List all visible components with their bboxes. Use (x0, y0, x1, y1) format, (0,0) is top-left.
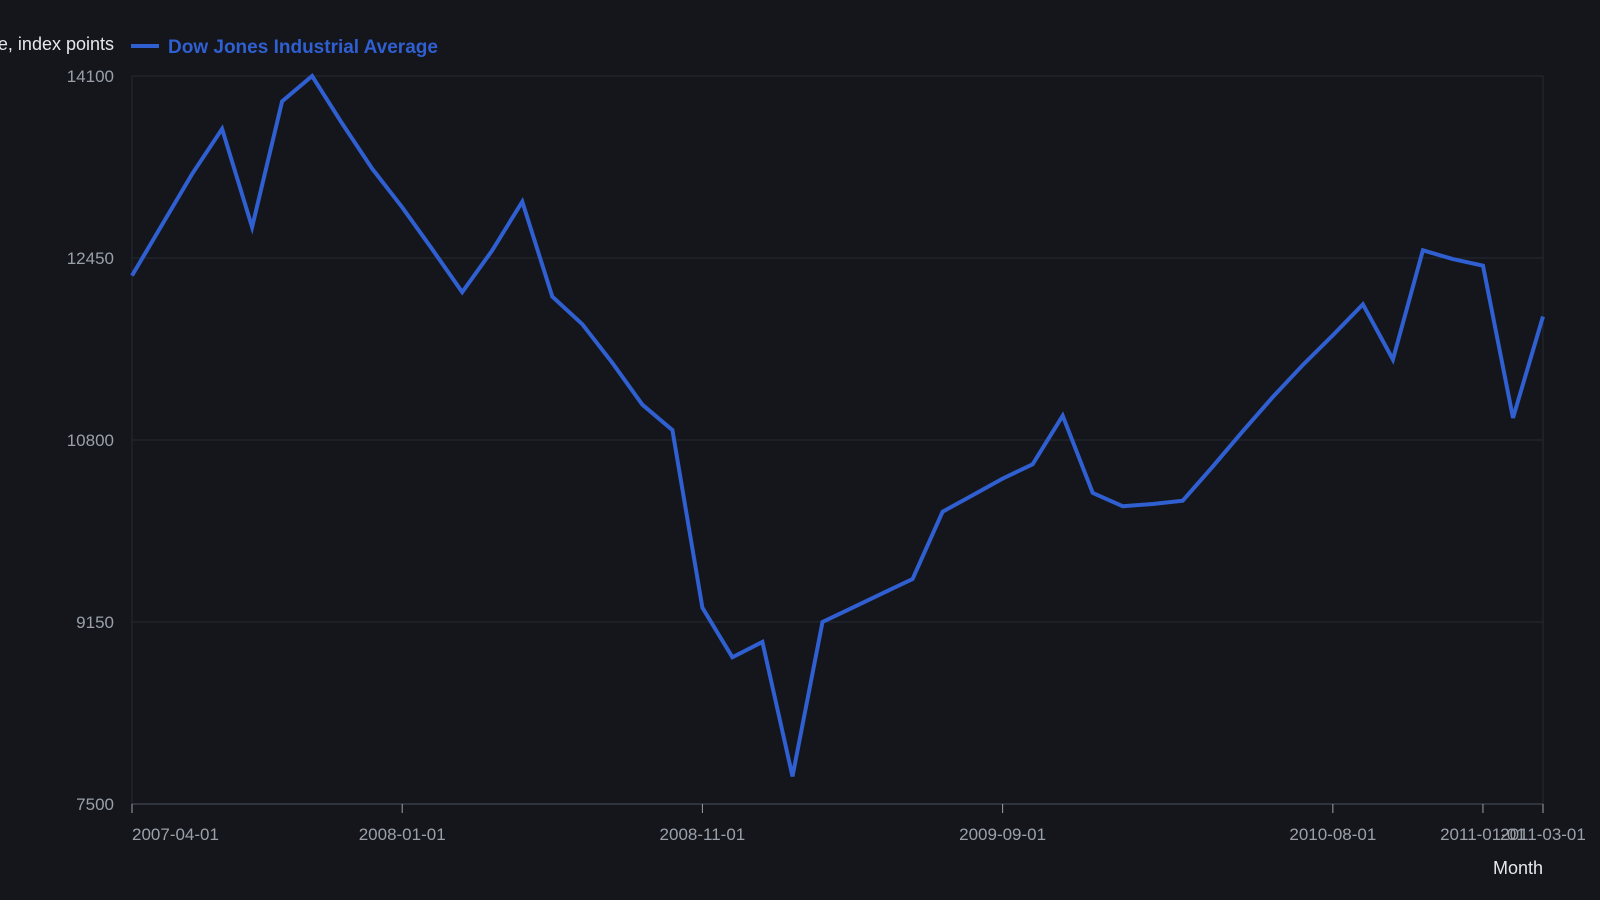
x-tick-label: 2011-03-01 (1500, 825, 1586, 844)
x-tick-label: 2008-11-01 (660, 825, 746, 844)
y-tick-label: 7500 (76, 795, 114, 814)
series-layer (130, 72, 1545, 777)
y-tick-label: 14100 (67, 67, 114, 86)
x-tick-label: 2009-09-01 (959, 825, 1046, 844)
x-tick-label: 2008-01-01 (359, 825, 446, 844)
y-tick-label: 12450 (67, 249, 114, 268)
axes: 7500 9150 10800 12450 14100 2007-04-01 2008-01… (67, 67, 1586, 844)
x-tick-label: 2011-01-01 (1440, 825, 1526, 844)
legend[interactable]: Dow Jones Industrial Average (131, 37, 438, 58)
y-tick-label: 10800 (67, 431, 114, 450)
y-axis-label: Close, index points (0, 34, 114, 54)
x-tick-label: 2010-08-01 (1289, 825, 1376, 844)
gridlines (131, 75, 1544, 805)
x-axis-label: Month (1493, 858, 1543, 878)
series-line-dow-jones[interactable] (130, 72, 1545, 777)
x-tick-label: 2007-04-01 (132, 825, 219, 844)
legend-label: Dow Jones Industrial Average (168, 37, 438, 58)
y-tick-label: 9150 (76, 613, 114, 632)
